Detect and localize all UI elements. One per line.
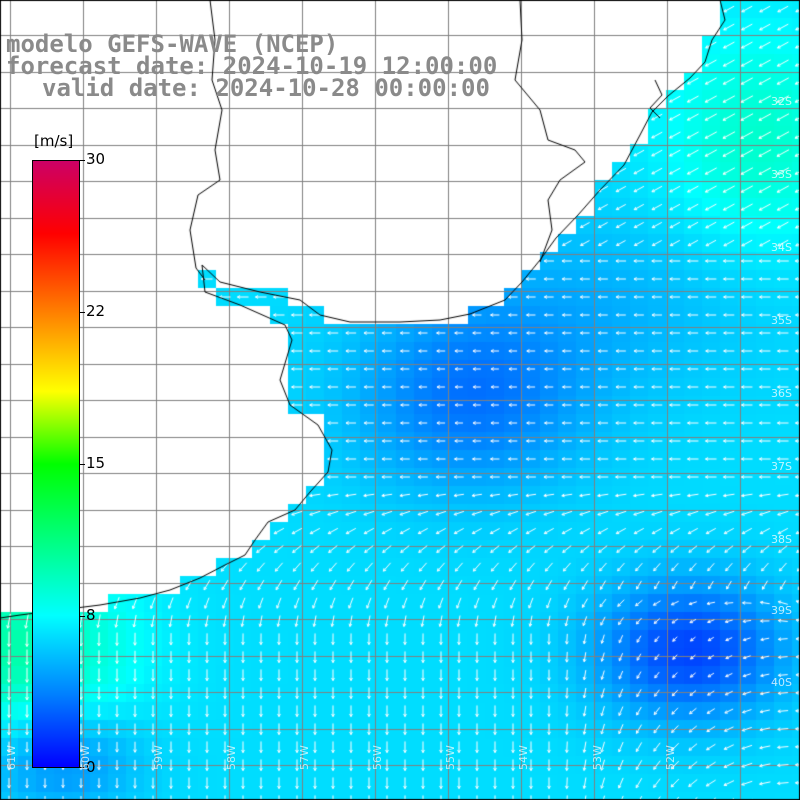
colorbar-tick-label: 15: [86, 454, 106, 472]
model-title: modelo GEFS-WAVE (NCEP): [6, 30, 339, 58]
colorbar-tickmark: [80, 160, 85, 161]
colorbar-tickmark: [80, 464, 85, 465]
colorbar-tick-label: 22: [86, 302, 106, 320]
latitude-label: 38S: [771, 533, 792, 546]
colorbar: [32, 160, 80, 768]
longitude-label: 58W: [225, 745, 238, 770]
latitude-label: 40S: [771, 676, 792, 689]
colorbar-tickmark: [80, 616, 85, 617]
longitude-label: 61W: [5, 745, 18, 770]
latitude-label: 32S: [771, 95, 792, 108]
valid-date-text: valid date: 2024-10-28 00:00:00: [42, 74, 490, 102]
longitude-label: 52W: [664, 745, 677, 770]
latitude-label: 39S: [771, 604, 792, 617]
longitude-label: 56W: [371, 745, 384, 770]
colorbar-unit-label: [m/s]: [34, 132, 74, 150]
colorbar-tick-label: 8: [86, 606, 96, 624]
longitude-label: 54W: [517, 745, 530, 770]
latitude-label: 36S: [771, 387, 792, 400]
latitude-label: 37S: [771, 460, 792, 473]
colorbar-tick-label: 30: [86, 150, 106, 168]
longitude-label: 60W: [79, 745, 92, 770]
longitude-label: 55W: [444, 745, 457, 770]
colorbar-tickmark: [80, 767, 85, 768]
forecast-date-text: forecast date: 2024-10-19 12:00:00: [6, 52, 498, 80]
latitude-label: 34S: [771, 241, 792, 254]
latitude-label: 33S: [771, 168, 792, 181]
colorbar-tickmark: [80, 312, 85, 313]
latitude-label: 35S: [771, 314, 792, 327]
longitude-label: 59W: [152, 745, 165, 770]
colorbar-tick-label: 0: [86, 758, 96, 776]
longitude-label: 57W: [298, 745, 311, 770]
longitude-label: 53W: [591, 745, 604, 770]
